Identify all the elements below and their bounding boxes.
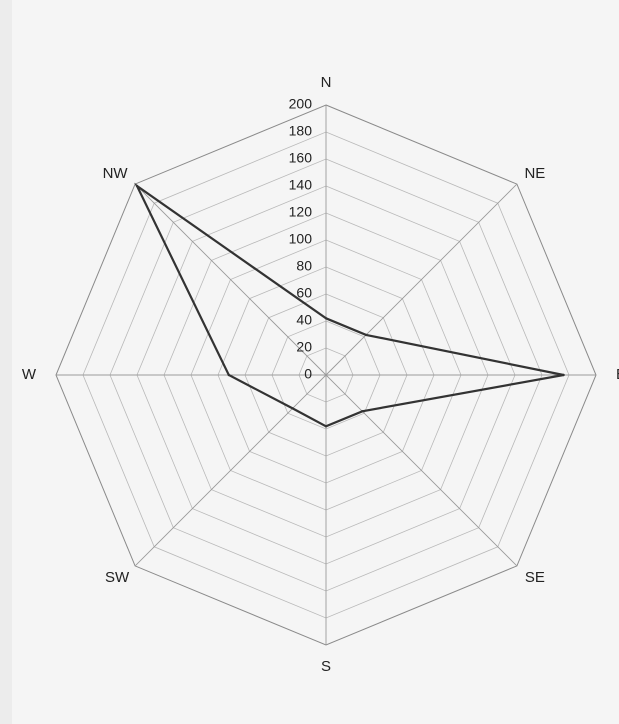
direction-label-ne: NE: [524, 165, 545, 182]
tick-label-120: 120: [289, 204, 313, 220]
data-point-se: [361, 410, 364, 413]
data-point-n: [324, 317, 328, 320]
data-point-sw: [291, 407, 294, 410]
spoke-nw: [134, 183, 327, 376]
paper-edge: [0, 0, 12, 724]
direction-labels: N NE E SE S SW W NW: [22, 74, 619, 675]
data-point-s: [324, 425, 328, 428]
spoke-se: [325, 374, 518, 567]
direction-label-se: SE: [525, 569, 545, 586]
direction-label-w: W: [22, 366, 37, 383]
direction-label-e: E: [616, 366, 619, 383]
tick-label-40: 40: [296, 312, 312, 328]
tick-label-0: 0: [304, 366, 312, 382]
radar-spokes: [56, 105, 596, 645]
direction-label-s: S: [321, 658, 331, 675]
radial-tick-labels: 0 20 40 60 80 100 120 140 160 180 200: [289, 96, 313, 382]
data-point-nw: [135, 184, 139, 188]
tick-label-60: 60: [296, 285, 312, 301]
data-point-ne: [364, 333, 368, 337]
tick-label-180: 180: [289, 123, 313, 139]
spoke-sw: [134, 374, 327, 567]
tick-label-160: 160: [289, 150, 313, 166]
direction-label-n: N: [321, 74, 332, 91]
series-layer: [134, 182, 565, 428]
direction-label-sw: SW: [105, 569, 130, 586]
series-line-0: [134, 182, 564, 428]
tick-label-200: 200: [289, 96, 313, 112]
tick-label-100: 100: [289, 231, 313, 247]
spoke-ne: [325, 183, 518, 376]
data-point-e: [562, 373, 565, 377]
data-point-w: [227, 373, 230, 377]
tick-label-20: 20: [296, 339, 312, 355]
direction-label-nw: NW: [103, 165, 129, 182]
tick-label-80: 80: [296, 258, 312, 274]
tick-label-140: 140: [289, 177, 313, 193]
